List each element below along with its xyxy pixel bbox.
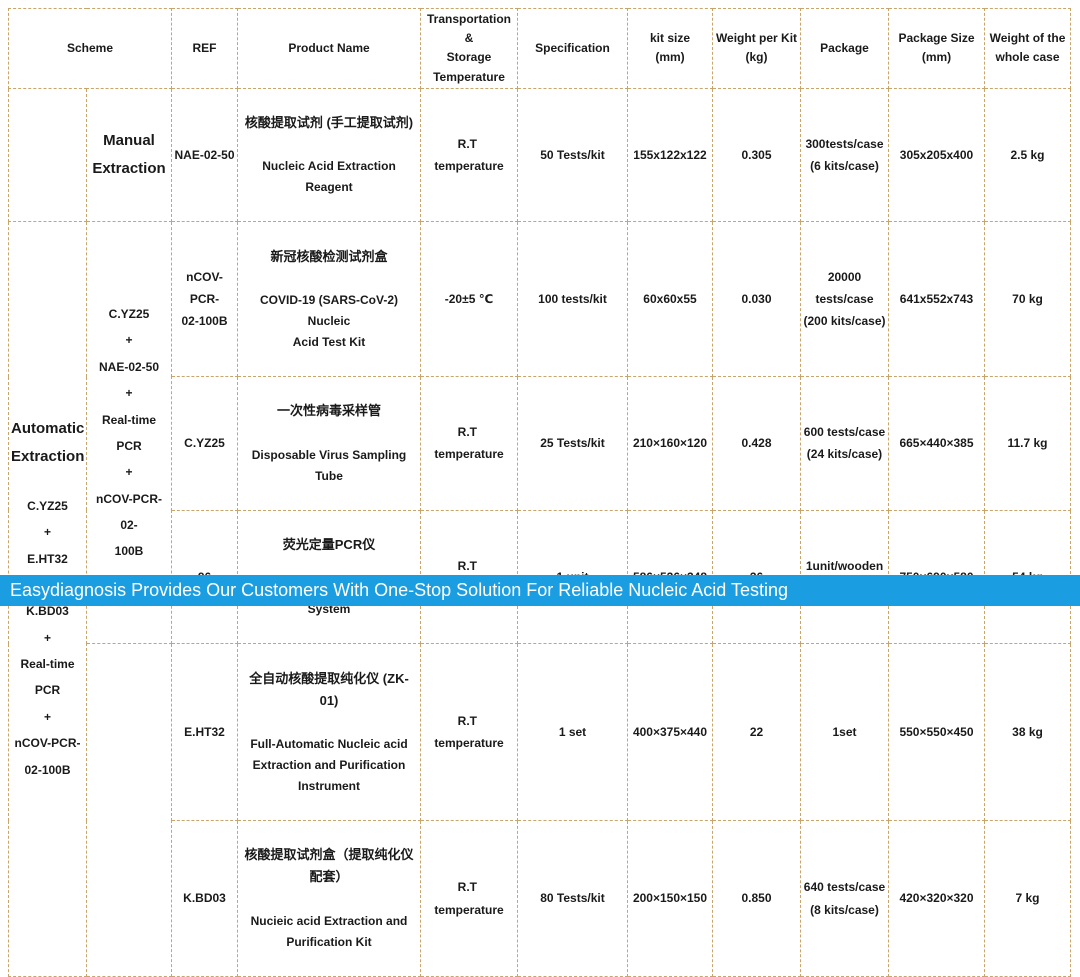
package-cell: 600 tests/case (24 kits/case)	[800, 376, 889, 511]
slogan-text: Easydiagnosis Provides Our Customers Wit…	[10, 580, 789, 600]
kit-size-cell: 60x60x55	[627, 221, 713, 378]
product-name-cell: 新冠核酸检测试剂盒 COVID-19 (SARS-CoV-2) Nucleic …	[237, 221, 421, 378]
weight-per-kit-cell: 0.428	[712, 376, 801, 511]
product-name-en: Nucieic acid Extraction and Purification…	[250, 913, 408, 949]
product-name-cell: 全自动核酸提取纯化仪 (ZK-01) Full-Automatic Nuclei…	[237, 643, 421, 822]
product-name-en: COVID-19 (SARS-CoV-2) Nucleic Acid Test …	[259, 292, 399, 349]
kit-size-cell: 400×375×440	[627, 643, 713, 822]
weight-per-kit-cell: 0.850	[712, 820, 801, 977]
product-name-cn: 核酸提取试剂盒（提取纯化仪配套）	[244, 847, 414, 885]
table-row-sampling-tube: C.YZ25 一次性病毒采样管 Disposable Virus Samplin…	[9, 376, 1071, 511]
header-row: Scheme REF Product Name Transportation &…	[8, 8, 1071, 89]
weight-per-kit-cell: 22	[712, 643, 801, 822]
weight-whole-case-cell: 11.7 kg	[984, 376, 1071, 511]
temperature-cell: R.T temperature	[420, 376, 518, 511]
weight-whole-case-cell: 2.5 kg	[984, 87, 1071, 223]
col-header-weight-whole-case: Weight of the whole case	[984, 8, 1071, 89]
product-name-en: Nucleic Acid Extraction Reagent	[262, 159, 396, 195]
weight-whole-case-cell: 38 kg	[984, 643, 1071, 822]
ref-cell: K.BD03	[171, 820, 238, 977]
scheme-combo-rows-5-6	[86, 643, 172, 977]
kit-size-cell: 155x122x122	[627, 87, 713, 223]
weight-per-kit-cell: 0.030	[712, 221, 801, 378]
temperature-cell: R.T temperature	[420, 87, 518, 223]
product-name-cell: 一次性病毒采样管 Disposable Virus Sampling Tube	[237, 376, 421, 511]
ref-cell: E.HT32	[171, 643, 238, 822]
temperature-cell: R.T temperature	[420, 643, 518, 822]
scheme-manual-extraction: Manual Extraction	[86, 87, 172, 223]
ref-cell: C.YZ25	[171, 376, 238, 511]
col-header-package: Package	[800, 8, 889, 89]
scheme-automatic-components: C.YZ25 + E.HT32 + K.BD03 + Real-time PCR…	[14, 498, 81, 777]
table-row-covid-test-kit: Automatic Extraction C.YZ25 + E.HT32 + K…	[8, 221, 1071, 977]
weight-whole-case-cell: 7 kg	[984, 820, 1071, 977]
specification-cell: 50 Tests/kit	[517, 87, 628, 223]
package-cell: 1set	[800, 643, 889, 822]
product-name-cn: 荧光定量PCR仪	[282, 536, 376, 552]
temperature-cell: R.T temperature	[420, 820, 518, 977]
product-name-cn: 新冠核酸检测试剂盒	[270, 248, 388, 264]
package-cell: 20000 tests/case (200 kits/case)	[800, 221, 889, 378]
ref-cell: NAE-02-50	[171, 87, 238, 223]
package-size-cell: 665×440×385	[888, 376, 985, 511]
col-header-ref: REF	[171, 8, 238, 89]
col-header-scheme: Scheme	[8, 8, 172, 89]
table-row-manual-reagent: Manual Extraction NAE-02-50 核酸提取试剂 (手工提取…	[8, 87, 1071, 223]
package-cell: 640 tests/case (8 kits/case)	[800, 820, 889, 977]
kit-size-cell: 200×150×150	[627, 820, 713, 977]
product-name-cn: 全自动核酸提取纯化仪 (ZK-01)	[249, 670, 409, 708]
bottom-slogan-banner: Easydiagnosis Provides Our Customers Wit…	[0, 575, 1080, 606]
specification-cell: 25 Tests/kit	[517, 376, 628, 511]
ref-cell: nCOV-PCR- 02-100B	[171, 221, 238, 378]
package-size-cell: 550×550×450	[888, 643, 985, 822]
specification-cell: 100 tests/kit	[517, 221, 628, 378]
temperature-cell: -20±5 ℃	[420, 221, 518, 378]
col-header-kit-size: kit size (mm)	[627, 8, 713, 89]
package-cell: 300tests/case (6 kits/case)	[800, 87, 889, 223]
col-header-transport: Transportation & Storage Temperature	[420, 8, 518, 89]
col-header-product-name: Product Name	[237, 8, 421, 89]
package-size-cell: 305x205x400	[888, 87, 985, 223]
weight-per-kit-cell: 0.305	[712, 87, 801, 223]
product-spec-sheet: Scheme REF Product Name Transportation &…	[0, 8, 1080, 977]
spec-table: Scheme REF Product Name Transportation &…	[8, 8, 1071, 977]
product-name-en: Disposable Virus Sampling Tube	[251, 447, 407, 483]
package-size-cell: 420×320×320	[888, 820, 985, 977]
product-name-cell: 核酸提取试剂 (手工提取试剂) Nucleic Acid Extraction …	[237, 87, 421, 223]
kit-size-cell: 210×160×120	[627, 376, 713, 511]
table-row-extraction-instrument: E.HT32 全自动核酸提取纯化仪 (ZK-01) Full-Automatic…	[9, 643, 1071, 977]
product-name-cn: 核酸提取试剂 (手工提取试剂)	[244, 114, 414, 130]
col-header-weight-per-kit: Weight per Kit (kg)	[712, 8, 801, 89]
col-header-package-size: Package Size (mm)	[888, 8, 985, 89]
product-name-en: Full-Automatic Nucleic acid Extraction a…	[250, 736, 408, 793]
scheme-automatic-title: Automatic Extraction	[11, 420, 85, 465]
specification-cell: 1 set	[517, 643, 628, 822]
product-name-cn: 一次性病毒采样管	[276, 403, 381, 419]
package-size-cell: 641x552x743	[888, 221, 985, 378]
specification-cell: 80 Tests/kit	[517, 820, 628, 977]
scheme-empty-cell	[8, 87, 87, 223]
scheme-combo-rows-2-4: C.YZ25 + NAE-02-50 + Real-time PCR + nCO…	[86, 221, 172, 645]
col-header-specification: Specification	[517, 8, 628, 89]
product-name-cell: 核酸提取试剂盒（提取纯化仪配套） Nucieic acid Extraction…	[237, 820, 421, 977]
weight-whole-case-cell: 70 kg	[984, 221, 1071, 378]
